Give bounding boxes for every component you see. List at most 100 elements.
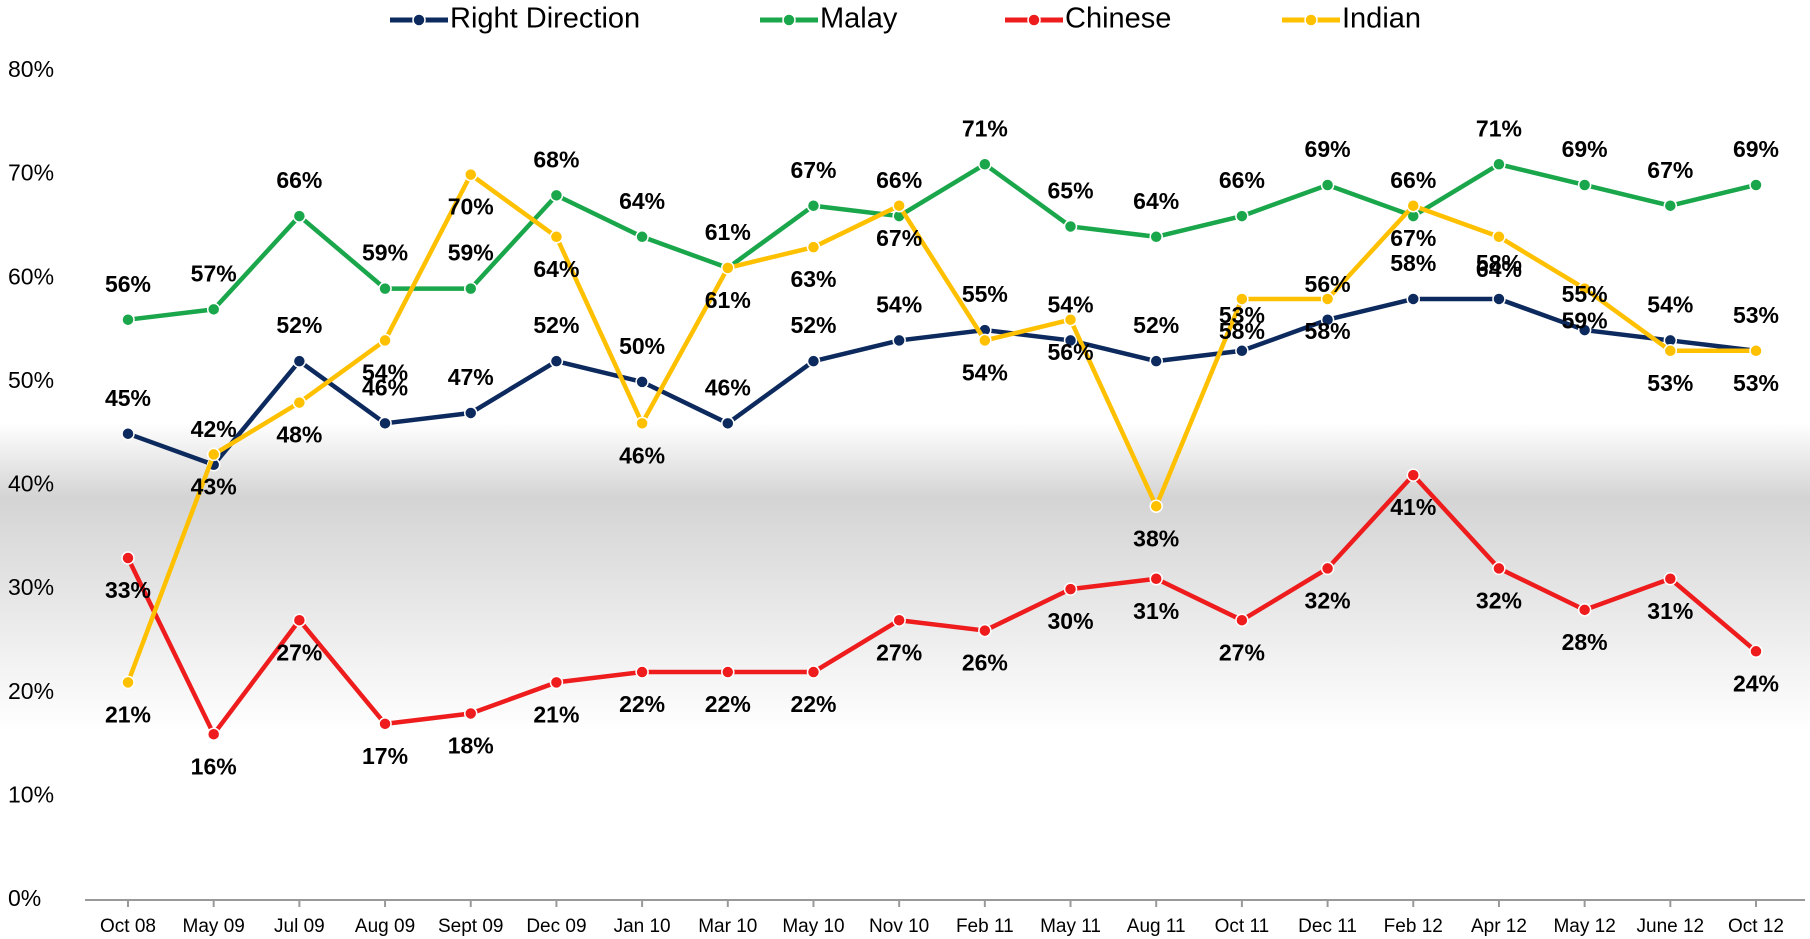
point — [635, 375, 649, 389]
data-label: 48% — [276, 422, 322, 448]
data-label: 21% — [533, 701, 579, 727]
legend-marker — [1304, 13, 1318, 27]
point — [1749, 344, 1763, 358]
point — [1320, 312, 1335, 327]
data-label: 27% — [276, 639, 322, 665]
data-label: 46% — [705, 374, 751, 400]
point — [1320, 561, 1335, 576]
data-label: 24% — [1733, 670, 1779, 696]
x-tick-label: Jul 09 — [274, 916, 325, 937]
data-label: 27% — [1219, 639, 1265, 665]
data-label: 68% — [533, 146, 579, 172]
data-label: 17% — [362, 743, 408, 769]
x-tick-label: Aug 11 — [1127, 916, 1186, 937]
point — [292, 395, 307, 410]
point — [806, 665, 821, 679]
data-label: 69% — [1305, 136, 1351, 162]
data-label: 61% — [705, 219, 751, 245]
data-label: 65% — [1048, 178, 1094, 204]
data-label: 22% — [619, 691, 665, 717]
data-label: 55% — [962, 281, 1008, 307]
data-label: 66% — [876, 167, 922, 193]
point — [978, 157, 992, 172]
point — [206, 727, 221, 741]
data-label: 67% — [1647, 157, 1693, 183]
point — [1149, 354, 1163, 368]
point — [721, 665, 735, 679]
data-label: 22% — [705, 691, 751, 717]
x-tick-label: Aug 09 — [355, 916, 415, 937]
data-label: 54% — [362, 360, 408, 386]
data-label: 56% — [105, 271, 151, 297]
point — [292, 209, 307, 223]
x-tick-label: Sept 09 — [438, 916, 504, 937]
series-line — [127, 162, 1757, 322]
data-label: 22% — [790, 691, 836, 717]
point — [892, 333, 906, 348]
data-label: 59% — [448, 240, 494, 266]
data-label: 59% — [1562, 308, 1608, 334]
legend-label: Chinese — [1065, 3, 1171, 35]
point — [121, 426, 135, 441]
point — [892, 613, 906, 627]
point — [1577, 603, 1592, 617]
point — [292, 613, 307, 627]
point — [1235, 292, 1249, 306]
data-label: 66% — [1219, 167, 1265, 193]
data-label: 58% — [1219, 318, 1265, 344]
x-tick-label: Oct 11 — [1215, 916, 1270, 937]
data-label: 63% — [790, 266, 836, 292]
data-label: 59% — [362, 240, 408, 266]
data-label: 58% — [1305, 318, 1351, 344]
data-label: 31% — [1647, 598, 1693, 624]
x-tick-label: May 09 — [183, 916, 245, 937]
data-label: 56% — [1048, 339, 1094, 365]
legend-label: Indian — [1342, 3, 1421, 35]
point — [1063, 312, 1078, 327]
y-tick-label: 0% — [8, 885, 41, 911]
point — [549, 354, 564, 368]
data-label: 53% — [1647, 370, 1693, 396]
data-label: 61% — [705, 287, 751, 313]
data-label: 55% — [1562, 281, 1608, 307]
y-tick-label: 60% — [8, 263, 54, 289]
data-label: 54% — [1647, 292, 1693, 318]
legend-label: Right Direction — [450, 3, 640, 35]
point — [463, 167, 478, 182]
point — [806, 240, 821, 254]
x-tick-label: Oct 08 — [100, 916, 156, 937]
data-label: 38% — [1133, 525, 1179, 551]
data-label: 28% — [1562, 629, 1608, 655]
legend-marker — [782, 13, 796, 27]
x-tick-label: Nov 10 — [869, 916, 929, 937]
point — [1406, 292, 1421, 306]
data-label: 47% — [448, 364, 494, 390]
data-label: 41% — [1390, 494, 1436, 520]
point — [121, 675, 135, 690]
point — [463, 706, 478, 721]
data-label: 26% — [962, 650, 1008, 676]
point — [1406, 468, 1421, 482]
point — [1235, 209, 1249, 223]
x-tick-label: May 10 — [782, 916, 844, 937]
point — [978, 623, 992, 638]
series-line — [125, 472, 1758, 737]
point — [463, 281, 478, 296]
data-label: 54% — [962, 360, 1008, 386]
point — [463, 406, 478, 420]
point — [1149, 572, 1163, 586]
x-tick-label: May 11 — [1040, 916, 1101, 937]
data-label: 69% — [1733, 136, 1779, 162]
x-tick-label: Feb 12 — [1384, 916, 1443, 937]
y-tick-label: 80% — [8, 56, 54, 82]
point — [892, 198, 906, 213]
data-label: 50% — [619, 333, 665, 359]
data-label: 43% — [191, 473, 237, 499]
data-label: 52% — [790, 312, 836, 338]
point — [1063, 219, 1078, 234]
data-label: 67% — [1390, 225, 1436, 251]
point — [378, 281, 392, 296]
data-label: 45% — [105, 385, 151, 411]
point — [1492, 292, 1506, 306]
data-label: 58% — [1390, 250, 1436, 276]
